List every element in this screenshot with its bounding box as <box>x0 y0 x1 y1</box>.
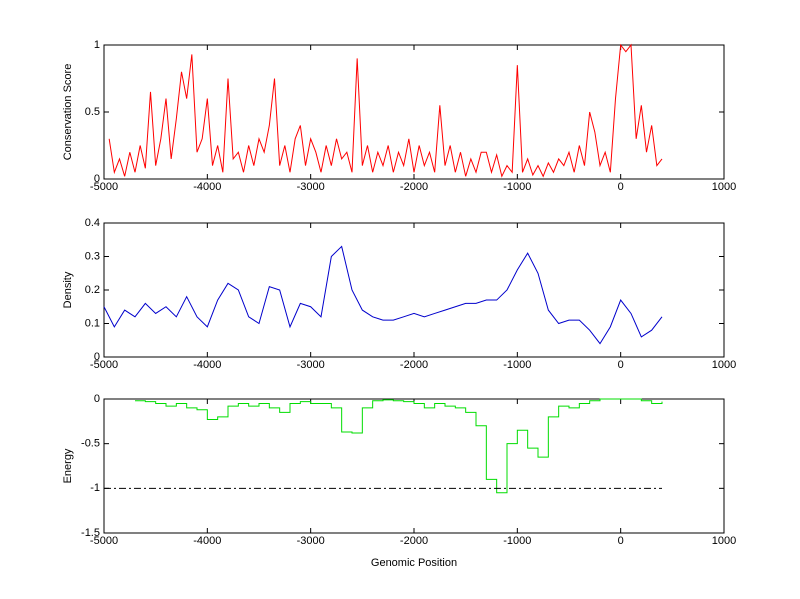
y-tick-label: -1 <box>90 482 100 494</box>
x-tick-label: -3000 <box>297 359 325 371</box>
y-tick-label: -1.5 <box>81 527 100 539</box>
data-line <box>135 398 663 494</box>
y-tick-label: 0.3 <box>85 250 100 262</box>
x-tick-label: -4000 <box>193 359 221 371</box>
x-tick-label: 1000 <box>712 359 736 371</box>
y-tick-label: 0.1 <box>85 317 100 329</box>
x-tick-label: -4000 <box>193 181 221 193</box>
x-axis-label: Genomic Position <box>371 557 457 569</box>
y-tick-label: 1 <box>94 39 100 51</box>
y-tick-label: 0 <box>94 393 100 405</box>
y-axis-label: Density <box>62 271 74 308</box>
y-tick-label: 0.2 <box>85 284 100 296</box>
x-tick-label: -2000 <box>400 535 428 547</box>
y-tick-label: -0.5 <box>81 438 100 450</box>
y-axis-label: Conservation Score <box>62 64 74 161</box>
axes-box <box>103 398 725 534</box>
x-tick-label: -1000 <box>503 359 531 371</box>
axes-box <box>103 222 725 358</box>
x-tick-label: -4000 <box>193 535 221 547</box>
x-tick-label: -1000 <box>503 181 531 193</box>
x-tick-label: 0 <box>618 181 624 193</box>
x-tick-label: -5000 <box>90 181 118 193</box>
x-tick-label: -5000 <box>90 535 118 547</box>
data-line <box>108 43 663 178</box>
y-tick-label: 0.4 <box>85 217 100 229</box>
y-tick-label: 0.5 <box>85 106 100 118</box>
axes-box <box>103 44 725 180</box>
data-line <box>103 245 663 345</box>
x-tick-label: 0 <box>618 359 624 371</box>
x-tick-label: -1000 <box>503 535 531 547</box>
y-tick-label: 0 <box>94 173 100 185</box>
x-tick-label: -5000 <box>90 359 118 371</box>
x-tick-label: 1000 <box>712 181 736 193</box>
x-tick-label: 1000 <box>712 535 736 547</box>
x-tick-label: -3000 <box>297 181 325 193</box>
x-tick-label: -3000 <box>297 535 325 547</box>
x-tick-label: -2000 <box>400 359 428 371</box>
x-tick-label: 0 <box>618 535 624 547</box>
x-tick-label: -2000 <box>400 181 428 193</box>
y-tick-label: 0 <box>94 351 100 363</box>
y-axis-label: Energy <box>62 448 74 483</box>
